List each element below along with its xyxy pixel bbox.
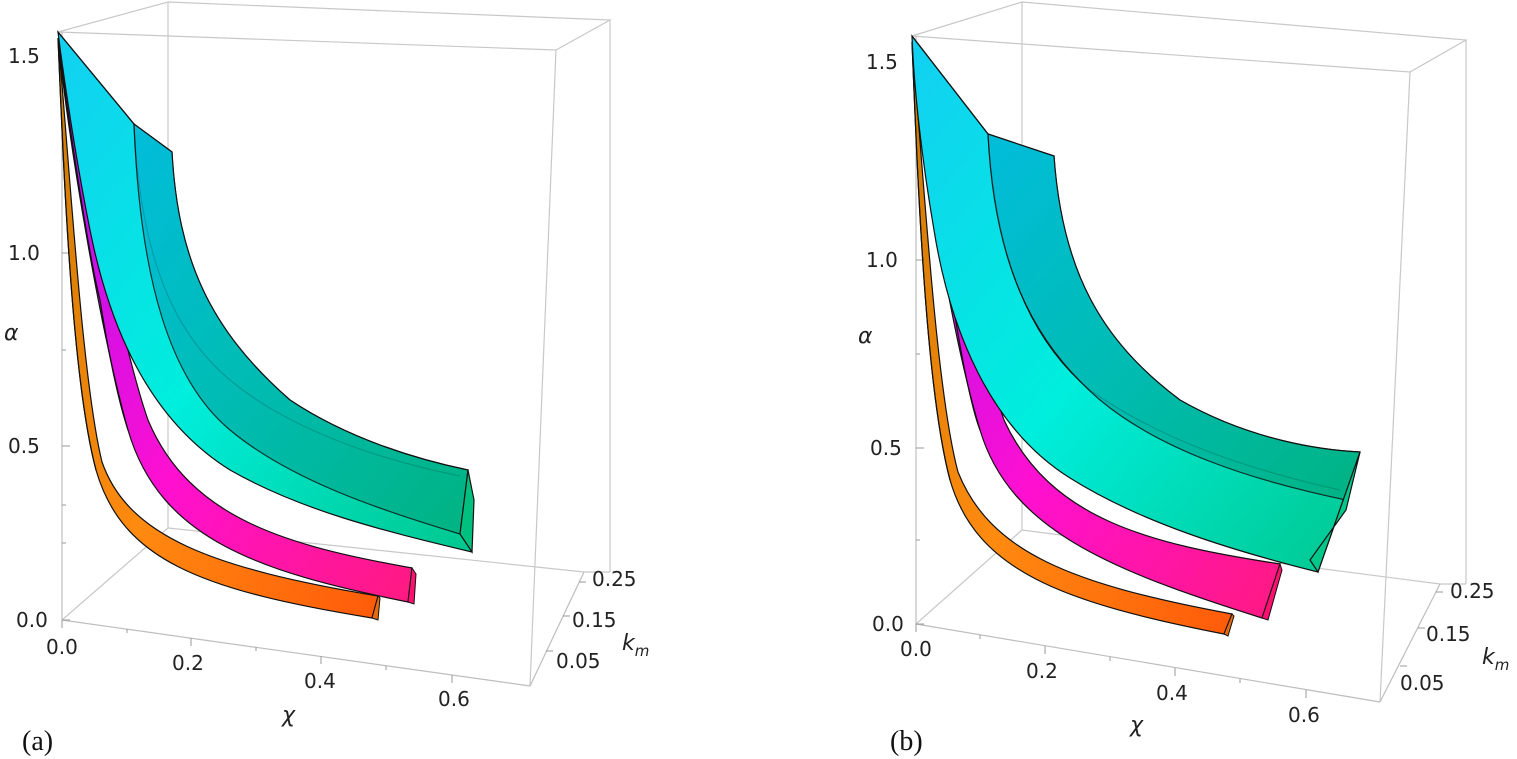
z-tick-label: 1.5 bbox=[866, 50, 898, 74]
x-tick-labels-b: 0.0 0.2 0.4 0.6 bbox=[900, 637, 1320, 727]
y-tick-label: 0.15 bbox=[1426, 622, 1471, 646]
z-tick-label: 0.5 bbox=[870, 436, 902, 460]
x-tick-marks-a bbox=[61, 620, 453, 683]
z-tick-label: 1.0 bbox=[866, 248, 898, 272]
x-tick-label: 0.0 bbox=[46, 635, 78, 659]
series-cyan-b bbox=[911, 34, 1361, 574]
series-orange-a bbox=[57, 37, 381, 621]
z-tick-label: 0.0 bbox=[16, 608, 48, 632]
z-tick-labels-b: 1.5 1.0 0.5 0.0 bbox=[866, 50, 904, 636]
y-tick-marks-a bbox=[546, 581, 586, 652]
z-axis-label: α bbox=[4, 321, 19, 346]
z-tick-label: 1.0 bbox=[8, 241, 40, 265]
series-cyan-a bbox=[57, 30, 475, 554]
y-tick-label: 0.05 bbox=[1400, 671, 1445, 695]
panel-label: (a) bbox=[22, 726, 53, 757]
y-axis-label: km bbox=[622, 631, 649, 660]
y-tick-label: 0.25 bbox=[592, 567, 637, 591]
z-axis-label: α bbox=[858, 324, 873, 349]
x-tick-marks-b bbox=[915, 624, 1307, 698]
x-tick-label: 0.2 bbox=[172, 651, 204, 675]
y-tick-labels-a: 0.25 0.15 0.05 bbox=[556, 567, 637, 673]
z-tick-label: 0.5 bbox=[8, 434, 40, 458]
x-tick-label: 0.4 bbox=[304, 669, 336, 693]
panel-b: 1.5 1.0 0.5 0.0 0.0 0.2 0.4 0.6 0.25 0.1… bbox=[858, 1, 1509, 757]
x-tick-label: 0.2 bbox=[1026, 659, 1058, 683]
x-axis-label: χ bbox=[281, 703, 296, 728]
x-tick-label: 0.0 bbox=[900, 637, 932, 661]
panel-label: (b) bbox=[890, 726, 923, 757]
x-tick-label: 0.4 bbox=[1156, 681, 1188, 705]
series-orange-b bbox=[911, 41, 1235, 637]
z-tick-labels-a: 1.5 1.0 0.5 0.0 bbox=[8, 44, 48, 632]
y-axis-label: km bbox=[1482, 645, 1509, 674]
x-tick-label: 0.6 bbox=[1288, 703, 1320, 727]
x-axis-label: χ bbox=[1129, 713, 1144, 738]
y-tick-label: 0.15 bbox=[572, 608, 617, 632]
y-tick-labels-b: 0.25 0.15 0.05 bbox=[1400, 579, 1495, 695]
panel-a: 1.5 1.0 0.5 0.0 0.0 0.2 0.4 0.6 0.25 0.1… bbox=[4, 1, 649, 757]
x-tick-label: 0.6 bbox=[438, 687, 470, 711]
x-tick-labels-a: 0.0 0.2 0.4 0.6 bbox=[46, 635, 470, 711]
z-tick-label: 1.5 bbox=[8, 44, 40, 68]
y-tick-label: 0.05 bbox=[556, 649, 601, 673]
y-tick-marks-b bbox=[1400, 591, 1443, 667]
z-tick-label: 0.0 bbox=[872, 612, 904, 636]
y-tick-label: 0.25 bbox=[1450, 579, 1495, 603]
